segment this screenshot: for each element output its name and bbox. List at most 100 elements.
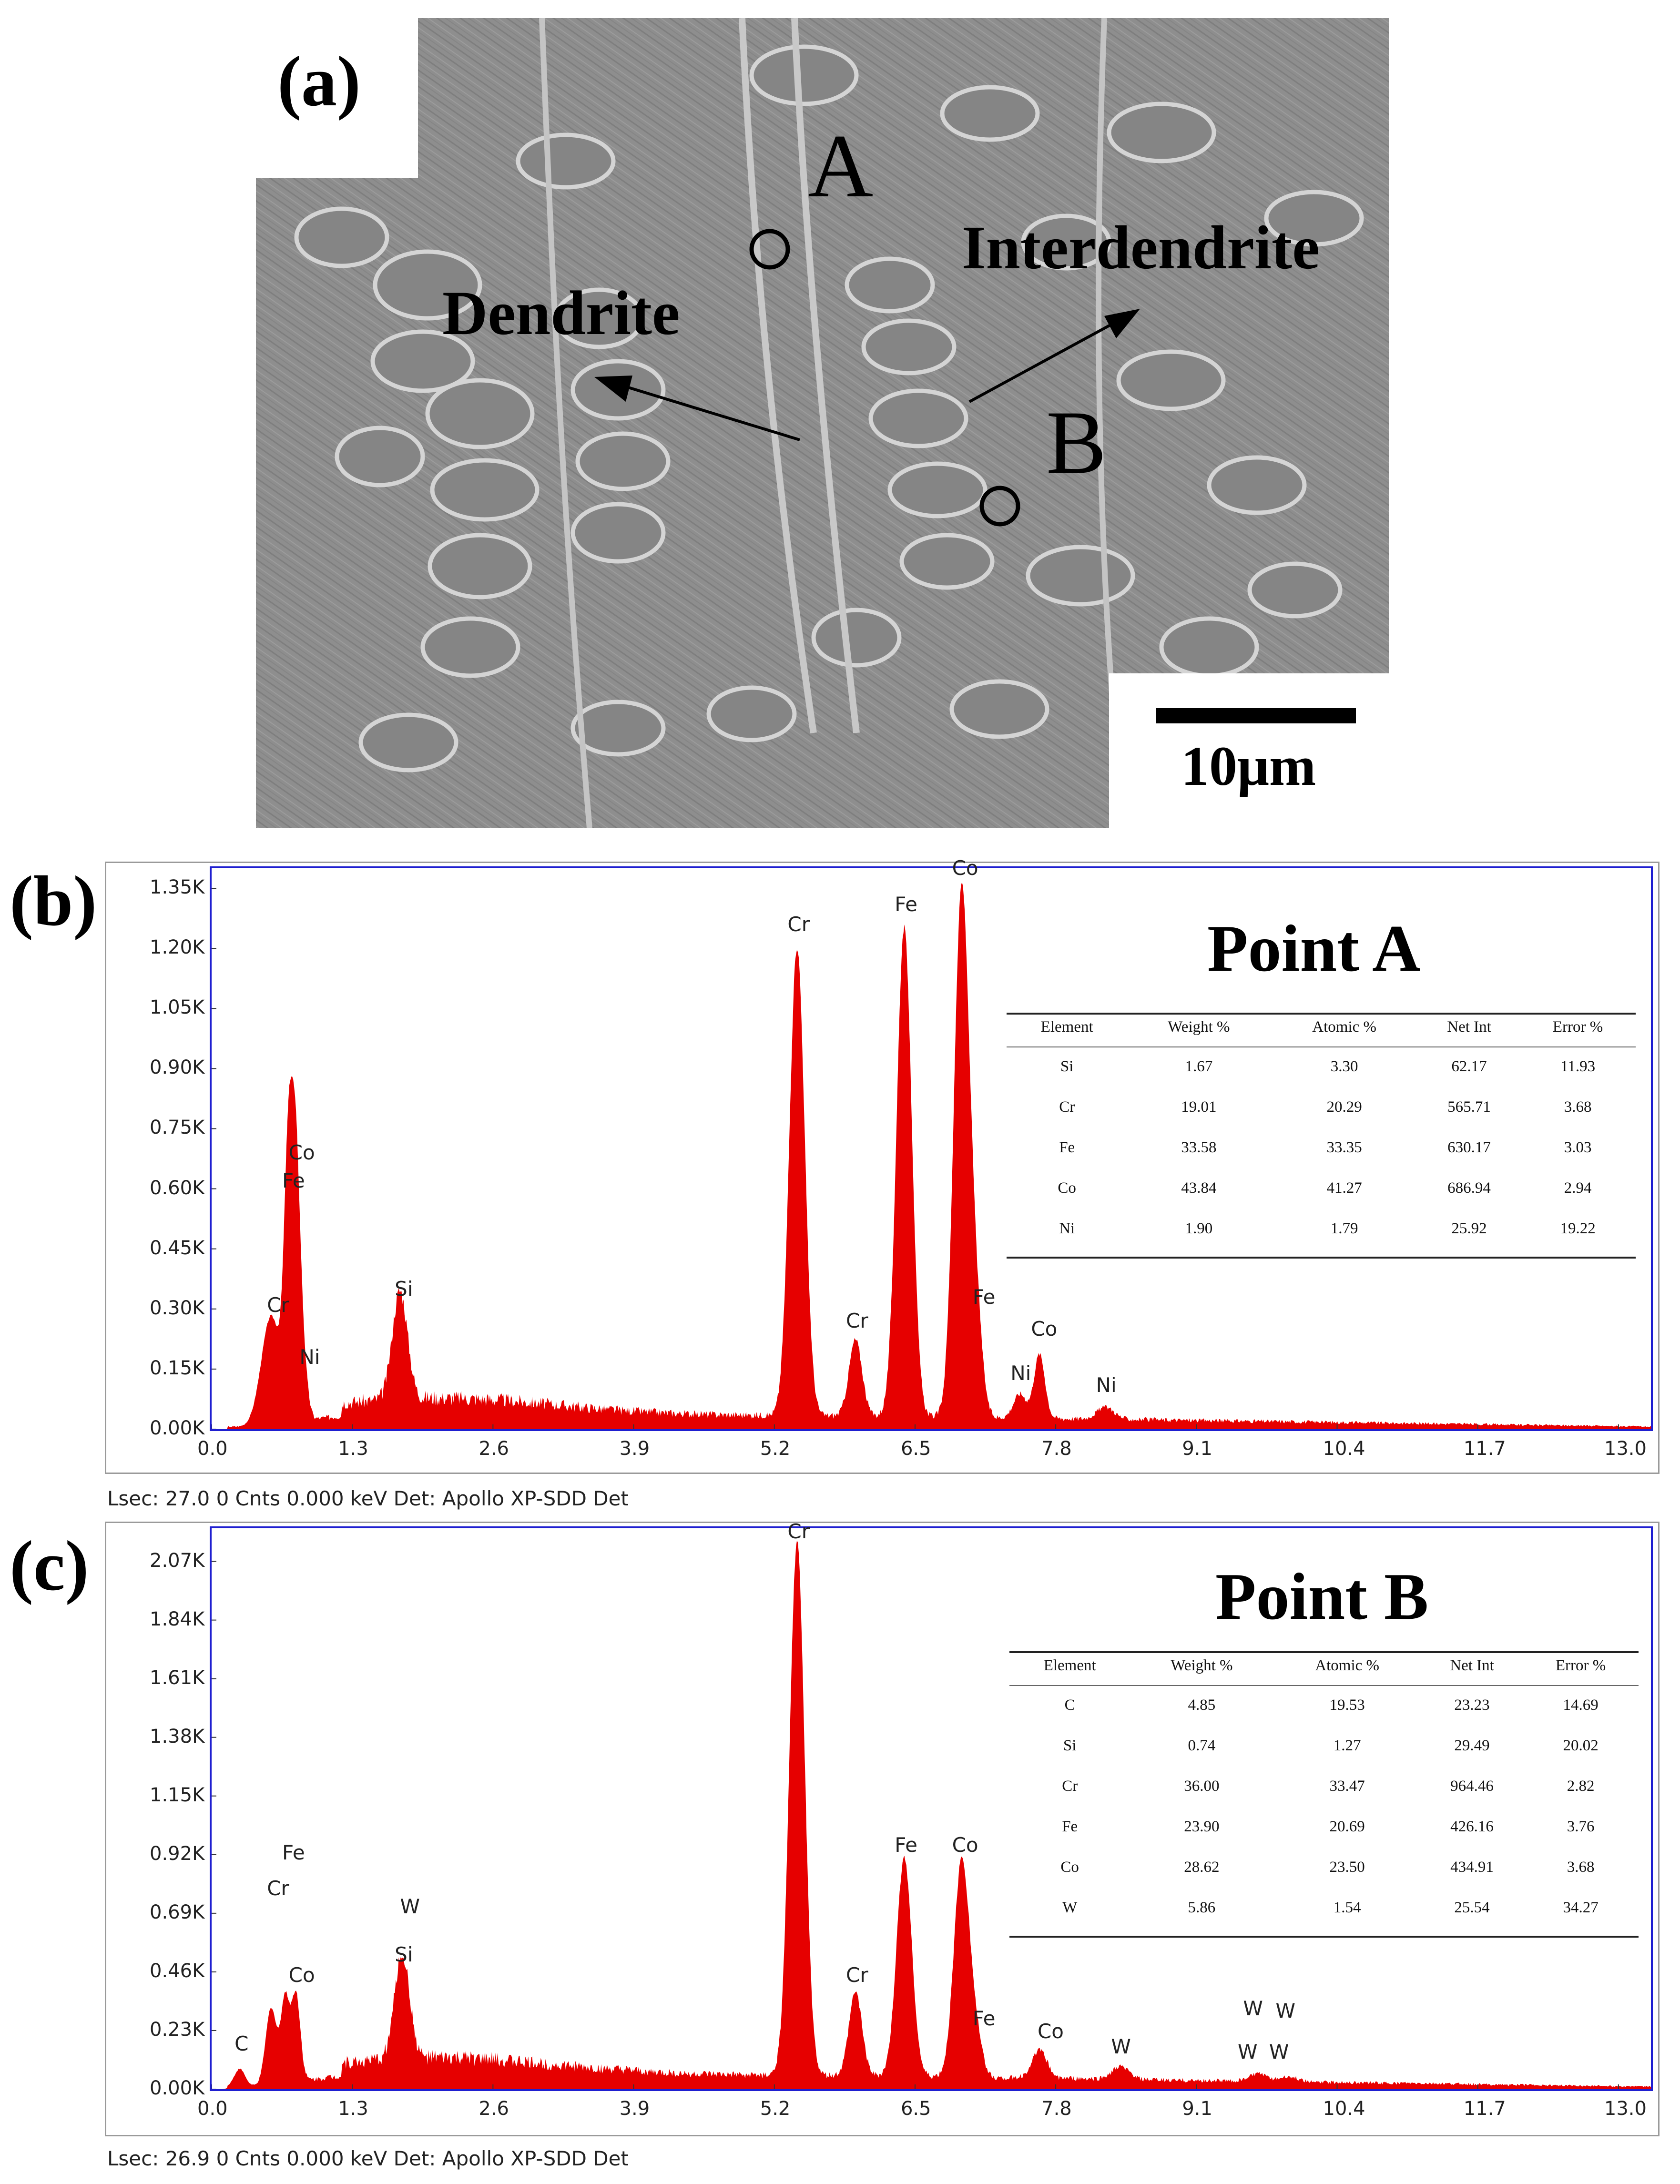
x-tick-label: 0.0 xyxy=(197,1438,228,1460)
peak-label: Fe xyxy=(972,2006,996,2030)
peak-label: Fe xyxy=(895,892,917,916)
spectrum-a-frame xyxy=(105,862,1660,1474)
table-cell: 426.16 xyxy=(1450,1818,1494,1835)
table-header: Element xyxy=(1009,1651,1130,1686)
table-cell: 5.86 xyxy=(1130,1889,1273,1938)
peak-label: Fe xyxy=(972,1285,996,1309)
table-cell: 0.74 xyxy=(1188,1737,1216,1754)
table-header: Element xyxy=(1007,1013,1128,1047)
peak-label: Si xyxy=(395,1943,413,1967)
peak-label: Fe xyxy=(282,1168,305,1192)
x-tick-label: 13.0 xyxy=(1604,1438,1647,1460)
table-row: Si 1.67 3.30 62.17 11.93 xyxy=(1007,1047,1636,1088)
table-cell: Cr xyxy=(1062,1778,1078,1795)
table-header: Atomic % xyxy=(1273,1651,1421,1686)
table-cell: Co xyxy=(1058,1179,1076,1197)
spectrum-b-frame xyxy=(105,1522,1660,2136)
x-tick-label: 13.0 xyxy=(1604,2098,1647,2120)
y-tick-label: 0.60K xyxy=(150,1177,205,1199)
point-a-label: A xyxy=(808,116,874,216)
spectrum-b-table: Element Weight % Atomic % Net Int Error % C 4.… xyxy=(1009,1651,1639,1938)
peak-label: Si xyxy=(395,1277,413,1300)
table-cell: 33.47 xyxy=(1329,1778,1365,1795)
panel-b-label: (b) xyxy=(10,862,97,941)
y-tick-label: 0.00K xyxy=(150,2077,205,2099)
peak-label: Co xyxy=(288,1963,315,1987)
peak-label: W xyxy=(1243,1996,1263,2020)
x-tick-label: 1.3 xyxy=(338,2098,368,2120)
table-cell: C xyxy=(1064,1696,1075,1714)
table-header: Weight % xyxy=(1130,1651,1273,1686)
table-cell: 23.23 xyxy=(1454,1696,1490,1714)
table-cell: 2.94 xyxy=(1564,1179,1592,1197)
table-cell: 1.67 xyxy=(1185,1058,1213,1075)
spectrum-a-title: Point A xyxy=(1207,912,1421,985)
table-cell: 4.85 xyxy=(1188,1696,1216,1714)
table-cell: Ni xyxy=(1007,1209,1128,1259)
point-b-label: B xyxy=(1046,393,1107,493)
x-tick-label: 3.9 xyxy=(619,2098,650,2120)
x-tick-label: 6.5 xyxy=(900,1438,931,1460)
table-cell: 19.01 xyxy=(1181,1098,1217,1116)
y-tick-label: 0.00K xyxy=(150,1417,205,1439)
x-tick-label: 7.8 xyxy=(1041,2098,1072,2120)
table-cell: 1.79 xyxy=(1270,1209,1418,1259)
table-cell: 14.69 xyxy=(1563,1696,1599,1714)
x-tick-label: 10.4 xyxy=(1323,2098,1365,2120)
y-tick-label: 1.38K xyxy=(150,1725,205,1747)
y-tick-label: 0.46K xyxy=(150,1960,205,1982)
peak-label: Co xyxy=(1031,1317,1058,1341)
peak-label: Co xyxy=(952,856,978,880)
table-cell: 28.62 xyxy=(1184,1859,1220,1876)
table-row: Fe 33.58 33.35 630.17 3.03 xyxy=(1007,1128,1636,1169)
table-cell: 3.03 xyxy=(1564,1139,1592,1156)
table-cell: 565.71 xyxy=(1447,1098,1491,1116)
y-tick-label: 0.23K xyxy=(150,2018,205,2041)
y-tick-label: 1.05K xyxy=(150,996,205,1019)
peak-label: Cr xyxy=(267,1877,289,1900)
x-tick-label: 11.7 xyxy=(1463,2098,1506,2120)
peak-label: Ni xyxy=(299,1345,320,1369)
y-tick-label: 1.15K xyxy=(150,1784,205,1806)
table-cell: 3.68 xyxy=(1564,1098,1592,1116)
table-header: Net Int xyxy=(1418,1013,1520,1047)
peak-label: W xyxy=(1238,2040,1258,2063)
table-header: Weight % xyxy=(1127,1013,1271,1047)
table-row: W 5.86 1.54 25.54 34.27 xyxy=(1009,1889,1639,1938)
peak-label: Cr xyxy=(267,1293,289,1317)
spectrum-a-plot xyxy=(210,866,1653,1431)
y-tick-label: 0.30K xyxy=(150,1297,205,1319)
sem-micrograph xyxy=(256,18,1389,828)
interdendrite-label: Interdendrite xyxy=(962,213,1320,282)
peak-label: Cr xyxy=(846,1963,868,1987)
peak-label: W xyxy=(1269,2040,1289,2063)
y-tick-label: 1.20K xyxy=(150,936,205,959)
x-tick-label: 2.6 xyxy=(479,1438,509,1460)
peak-label: C xyxy=(234,2032,249,2056)
x-tick-label: 3.9 xyxy=(619,1438,650,1460)
table-cell: Cr xyxy=(1059,1098,1075,1116)
y-tick-label: 1.35K xyxy=(150,876,205,899)
peak-label: Ni xyxy=(1096,1373,1117,1397)
peak-label: W xyxy=(1111,2034,1131,2058)
x-tick-label: 6.5 xyxy=(900,2098,931,2120)
spectrum-b-title: Point B xyxy=(1215,1560,1429,1634)
x-tick-label: 10.4 xyxy=(1323,1438,1365,1460)
x-tick-label: 5.2 xyxy=(760,1438,791,1460)
table-cell: 434.91 xyxy=(1450,1859,1494,1876)
table-cell: W xyxy=(1009,1889,1130,1938)
table-cell: 1.54 xyxy=(1273,1889,1421,1938)
table-cell: 1.27 xyxy=(1333,1737,1361,1754)
table-row: Co 43.84 41.27 686.94 2.94 xyxy=(1007,1169,1636,1209)
table-cell: 686.94 xyxy=(1447,1179,1491,1197)
table-cell: Fe xyxy=(1062,1818,1078,1835)
table-cell: 43.84 xyxy=(1181,1179,1217,1197)
x-tick-label: 0.0 xyxy=(197,2098,228,2120)
table-row: Cr 19.01 20.29 565.71 3.68 xyxy=(1007,1088,1636,1128)
spectrum-a-footer: Lsec: 27.0 0 Cnts 0.000 keV Det: Apollo … xyxy=(107,1487,629,1510)
y-tick-label: 1.61K xyxy=(150,1666,205,1689)
peak-label: Co xyxy=(288,1141,315,1165)
x-tick-label: 9.1 xyxy=(1182,2098,1212,2120)
x-tick-label: 7.8 xyxy=(1041,1438,1072,1460)
table-cell: 23.90 xyxy=(1184,1818,1220,1835)
